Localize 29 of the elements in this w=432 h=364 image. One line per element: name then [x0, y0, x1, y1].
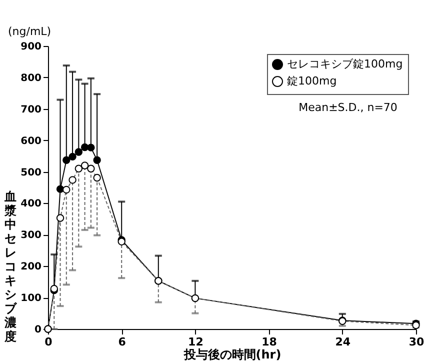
- x-tick-label: 0: [44, 336, 53, 348]
- legend-label: セレコキシブ錠100mg: [287, 58, 403, 70]
- annotation: Mean±S.D., n=70: [298, 101, 398, 114]
- y-tick-label: 400: [20, 198, 42, 210]
- y-tick-label: 600: [20, 136, 42, 147]
- point: [74, 148, 83, 156]
- point: [68, 152, 76, 161]
- y-tick-label: 300: [20, 230, 42, 242]
- point: [93, 156, 101, 164]
- y-tick-label: 800: [20, 72, 42, 84]
- y-tick-label: 100: [20, 293, 42, 304]
- y-tick-label: 700: [20, 104, 42, 116]
- x-tick-label: 18: [262, 336, 277, 348]
- y-tick-label: 500: [20, 167, 42, 178]
- point: [87, 144, 95, 152]
- x-tick-label: 12: [188, 336, 204, 348]
- text: (ng/mL): [8, 25, 52, 38]
- y-tick-label: 200: [20, 262, 42, 273]
- x-tick-label: 6: [118, 336, 126, 348]
- y-tick-label: 0: [34, 324, 42, 336]
- x-tick-label: 30: [408, 336, 424, 348]
- x-axis-title: 投与後の時間(hr): [182, 348, 282, 362]
- point: [62, 156, 70, 164]
- text: 血漿中セレコキシブ濃度: [4, 190, 16, 344]
- y-tick-label: 900: [20, 42, 42, 52]
- point: [80, 143, 89, 152]
- legend-label: 錠100mg: [287, 74, 337, 88]
- point: [56, 185, 64, 193]
- x-tick-label: 24: [335, 336, 351, 348]
